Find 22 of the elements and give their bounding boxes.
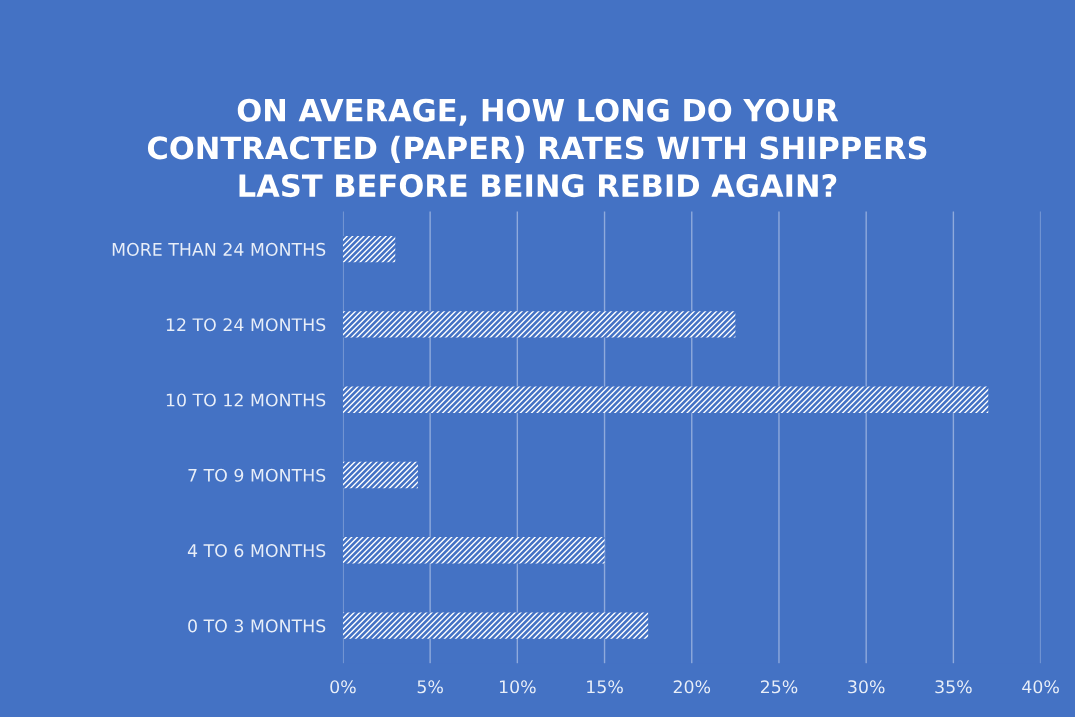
bar (342, 612, 649, 639)
y-tick-label: 0 TO 3 MONTHS (188, 619, 326, 633)
x-tick-label: 35% (935, 680, 972, 694)
x-tick-label: 25% (760, 680, 798, 694)
x-tick-label: 40% (1022, 680, 1059, 694)
x-tick-label: 15% (587, 680, 623, 694)
y-tick-label: 10 TO 12 MONTHS (166, 393, 326, 407)
y-tick-label: 4 TO 6 MONTHS (187, 544, 326, 558)
bar (342, 311, 736, 338)
bar (342, 386, 989, 413)
chart-title: ON AVERAGE, HOW LONG DO YOUR CONTRACTED (PAPER) RATES WITH SHIPPERS LAST BEFORE BEING REBID AGAIN? (147, 98, 927, 198)
bar (342, 537, 605, 564)
x-tick-label: 30% (848, 680, 885, 694)
bar (342, 461, 418, 489)
y-tick-label: 12 TO 24 MONTHS (166, 318, 326, 332)
bar (342, 235, 396, 263)
x-tick-label: 5% (417, 680, 443, 694)
y-tick-label: 7 TO 9 MONTHS (188, 468, 326, 482)
x-tick-label: 20% (673, 680, 711, 694)
y-tick-label: MORE THAN 24 MONTHS (112, 242, 326, 256)
x-tick-label: 0% (330, 680, 356, 694)
x-tick-label: 10% (499, 680, 536, 694)
